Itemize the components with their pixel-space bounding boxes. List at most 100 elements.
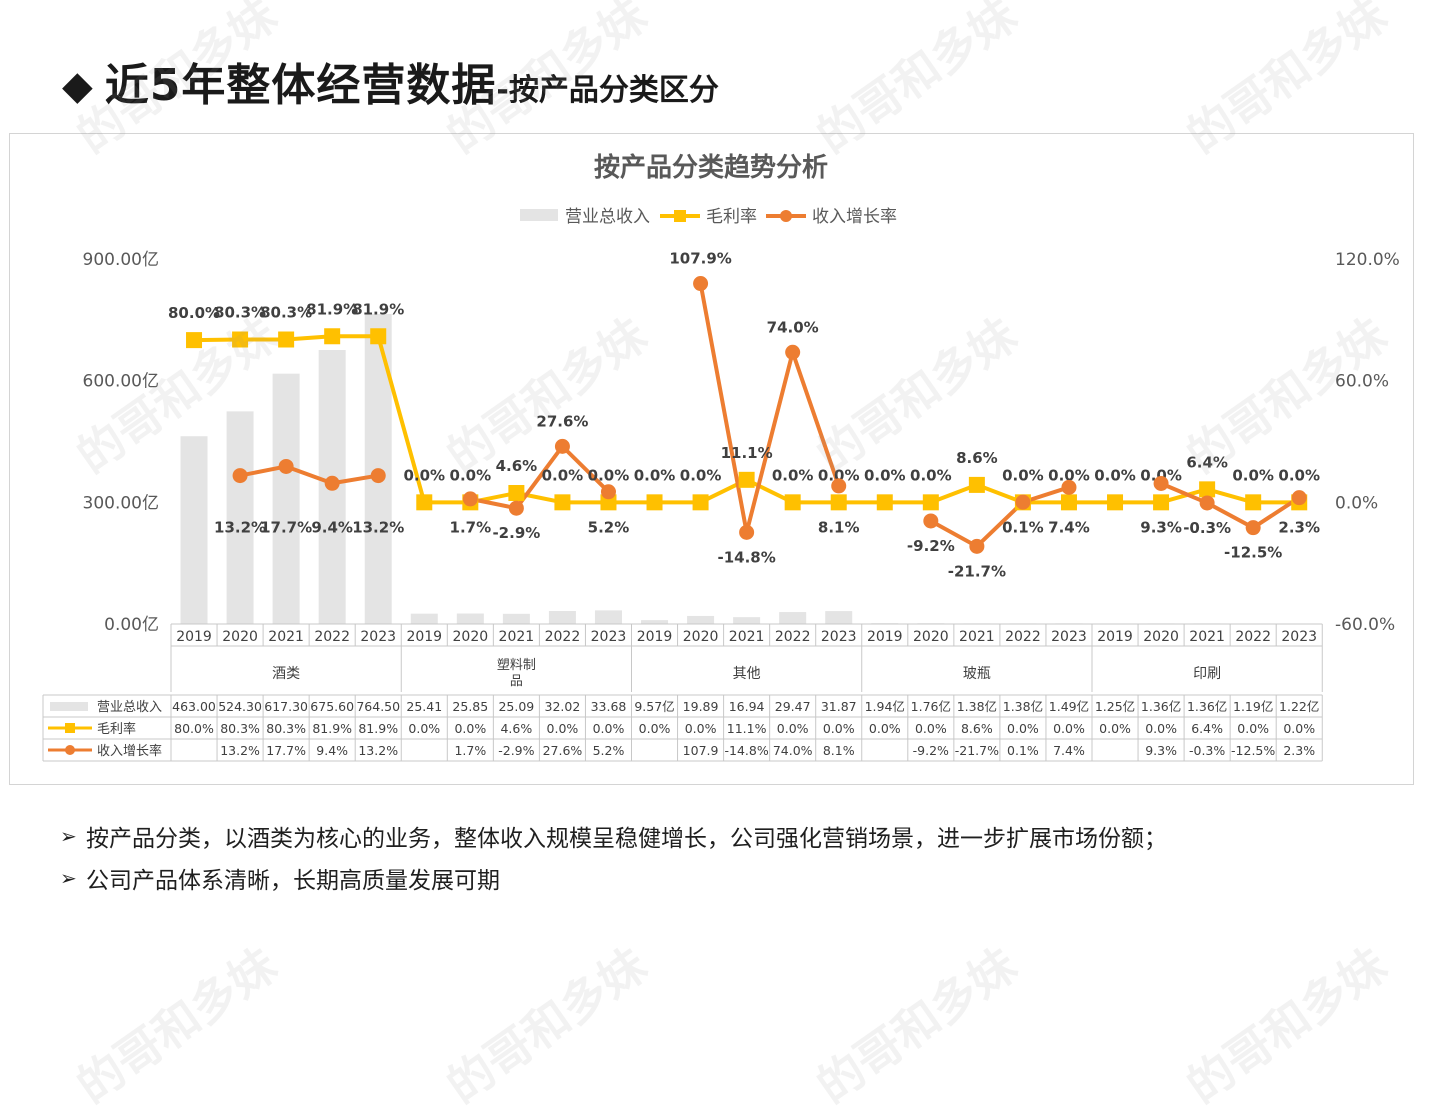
table-cell: 1.36亿 bbox=[1187, 699, 1227, 714]
growth-data-label: 74.0% bbox=[767, 318, 819, 336]
diamond-bullet-icon: ◆ bbox=[62, 58, 93, 114]
x-year-label: 2020 bbox=[453, 629, 489, 645]
table-cell: 0.0% bbox=[408, 721, 440, 736]
x-year-label: 2021 bbox=[729, 629, 765, 645]
table-cell: 25.09 bbox=[498, 699, 534, 714]
margin-marker bbox=[647, 494, 663, 510]
growth-marker bbox=[739, 525, 754, 540]
growth-marker bbox=[1061, 480, 1076, 495]
growth-data-label: 27.6% bbox=[536, 412, 588, 430]
margin-data-label: 0.0% bbox=[634, 466, 676, 484]
revenue-bar bbox=[825, 611, 852, 624]
table-cell: 0.1% bbox=[1007, 743, 1039, 758]
growth-data-label: 0.1% bbox=[1002, 518, 1044, 536]
watermark: 的哥和多妹 bbox=[802, 930, 1028, 1116]
revenue-bar bbox=[549, 611, 576, 624]
table-cell: 19.89 bbox=[683, 699, 719, 714]
margin-data-label: 81.9% bbox=[306, 300, 358, 318]
table-cell: 1.94亿 bbox=[865, 699, 905, 714]
x-year-label: 2022 bbox=[1005, 629, 1041, 645]
table-cell: 0.0% bbox=[915, 721, 947, 736]
table-key-growth-marker bbox=[65, 745, 75, 755]
margin-marker bbox=[508, 485, 524, 501]
table-cell: 2.3% bbox=[1283, 743, 1315, 758]
x-year-label: 2020 bbox=[683, 629, 719, 645]
table-cell: 0.0% bbox=[639, 721, 671, 736]
right-axis-tick: 120.0% bbox=[1335, 250, 1400, 270]
table-row-header: 营业总收入 bbox=[97, 700, 162, 715]
growth-marker bbox=[509, 501, 524, 516]
x-group-label: 塑料制 bbox=[497, 658, 536, 673]
margin-data-label: 0.0% bbox=[864, 466, 906, 484]
revenue-bar bbox=[641, 620, 668, 624]
revenue-bar bbox=[779, 612, 806, 624]
table-cell: 1.76亿 bbox=[911, 699, 951, 714]
growth-marker bbox=[601, 484, 616, 499]
table-cell: 9.3% bbox=[1145, 743, 1177, 758]
bullet-item: ➢ 公司产品体系清晰，长期高质量发展可期 bbox=[60, 857, 1167, 899]
margin-marker bbox=[739, 472, 755, 488]
watermark: 的哥和多妹 bbox=[432, 930, 658, 1116]
margin-data-label: 81.9% bbox=[352, 300, 404, 318]
table-cell: 0.0% bbox=[547, 721, 579, 736]
bullet-text: 按产品分类，以酒类为核心的业务，整体收入规模呈稳健增长，公司强化营销场景，进一步… bbox=[86, 819, 1167, 853]
table-cell: 0.0% bbox=[869, 721, 901, 736]
margin-data-label: 0.0% bbox=[910, 466, 952, 484]
x-year-label: 2020 bbox=[1143, 629, 1179, 645]
table-cell: 27.6% bbox=[543, 743, 583, 758]
table-cell: -21.7% bbox=[955, 743, 999, 758]
x-year-label: 2022 bbox=[314, 629, 350, 645]
table-cell: 463.00 bbox=[172, 699, 216, 714]
x-group-label: 印刷 bbox=[1193, 666, 1221, 682]
table-cell: 29.47 bbox=[775, 699, 811, 714]
table-cell: 1.22亿 bbox=[1279, 699, 1319, 714]
table-cell: 74.0% bbox=[773, 743, 813, 758]
bullet-item: ➢ 按产品分类，以酒类为核心的业务，整体收入规模呈稳健增长，公司强化营销场景，进… bbox=[60, 815, 1167, 857]
x-year-label: 2020 bbox=[913, 629, 949, 645]
table-cell: 0.0% bbox=[823, 721, 855, 736]
table-cell: 0.0% bbox=[685, 721, 717, 736]
growth-data-label: 2.3% bbox=[1278, 518, 1320, 536]
table-cell: 80.3% bbox=[266, 721, 306, 736]
growth-marker bbox=[463, 491, 478, 506]
table-cell: 80.3% bbox=[220, 721, 260, 736]
chart-title: 按产品分类趋势分析 bbox=[594, 152, 828, 183]
revenue-bar bbox=[273, 374, 300, 624]
growth-data-label: 7.4% bbox=[1048, 518, 1090, 536]
table-cell: 0.0% bbox=[1099, 721, 1131, 736]
table-cell: 617.30 bbox=[264, 699, 308, 714]
left-axis-tick: 300.00亿 bbox=[83, 493, 159, 513]
margin-data-label: 0.0% bbox=[1232, 466, 1274, 484]
growth-data-label: 9.4% bbox=[311, 518, 353, 536]
right-axis-tick: -60.0% bbox=[1335, 615, 1395, 635]
margin-marker bbox=[1061, 494, 1077, 510]
table-cell: 0.0% bbox=[1145, 721, 1177, 736]
margin-data-label: 80.3% bbox=[260, 304, 312, 322]
growth-data-label: -12.5% bbox=[1224, 544, 1282, 562]
margin-marker bbox=[923, 494, 939, 510]
revenue-bar bbox=[457, 614, 484, 624]
margin-data-label: 0.0% bbox=[1002, 466, 1044, 484]
legend-marker-growth bbox=[780, 210, 792, 222]
table-cell: 1.25亿 bbox=[1095, 699, 1135, 714]
margin-data-label: 80.0% bbox=[168, 304, 220, 322]
table-cell: 8.1% bbox=[823, 743, 855, 758]
margin-marker bbox=[1199, 481, 1215, 497]
table-key-margin-marker bbox=[65, 723, 75, 733]
table-cell: 0.0% bbox=[1007, 721, 1039, 736]
bullet-text: 公司产品体系清晰，长期高质量发展可期 bbox=[86, 861, 500, 895]
table-cell: -2.9% bbox=[498, 743, 534, 758]
margin-data-label: 0.0% bbox=[680, 466, 722, 484]
left-axis-tick: 600.00亿 bbox=[83, 372, 159, 392]
watermark: 的哥和多妹 bbox=[1172, 930, 1398, 1116]
margin-marker bbox=[877, 494, 893, 510]
margin-marker bbox=[831, 494, 847, 510]
x-year-label: 2019 bbox=[637, 629, 673, 645]
growth-marker bbox=[1154, 476, 1169, 491]
growth-marker bbox=[1200, 495, 1215, 510]
margin-data-label: 11.1% bbox=[721, 444, 773, 462]
table-cell: -14.8% bbox=[725, 743, 769, 758]
x-year-label: 2022 bbox=[545, 629, 581, 645]
table-cell: 1.7% bbox=[454, 743, 486, 758]
x-year-label: 2023 bbox=[1051, 629, 1087, 645]
